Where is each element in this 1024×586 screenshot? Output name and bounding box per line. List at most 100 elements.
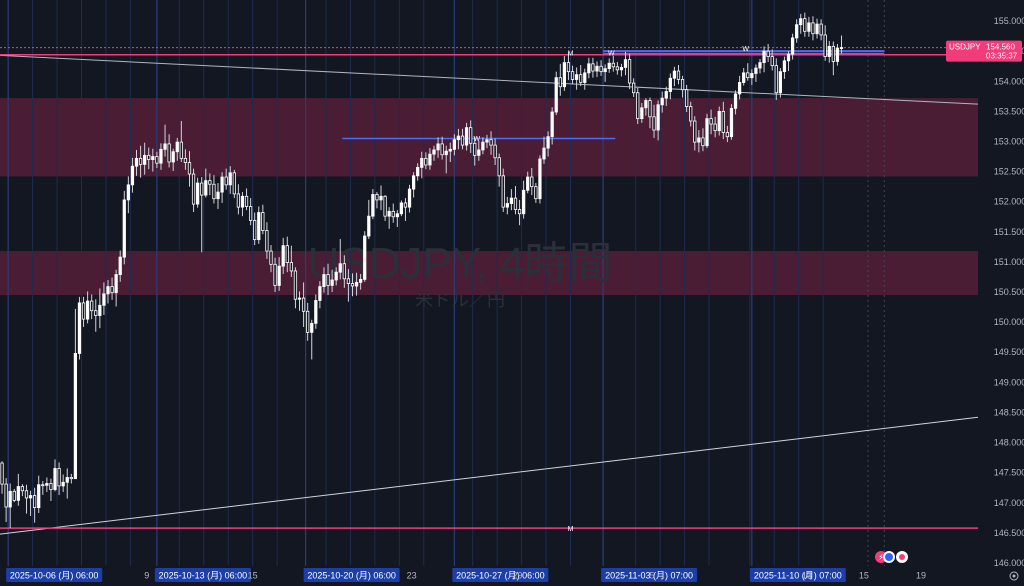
- candle-body: [815, 23, 819, 35]
- candle-body: [375, 194, 379, 201]
- candle-body: [196, 182, 200, 205]
- candle-body: [823, 34, 827, 58]
- candle-body: [232, 172, 236, 195]
- last-price-label: USDJPY 154.560 03:35:37: [946, 40, 1022, 62]
- record-icon[interactable]: [896, 551, 908, 563]
- watermark-subtitle: 米ドル／円: [415, 290, 505, 310]
- candle-body: [497, 157, 501, 177]
- candle-body: [770, 56, 774, 67]
- candle-body: [481, 141, 485, 151]
- candle-body: [554, 77, 558, 113]
- candle-body: [134, 157, 139, 167]
- candle-body: [45, 483, 49, 486]
- candle-body: [208, 180, 212, 185]
- bottom-icons[interactable]: ⚡: [875, 551, 908, 563]
- settings-icon[interactable]: [1009, 571, 1019, 581]
- candle-body: [627, 59, 632, 84]
- candle-body: [456, 135, 461, 141]
- candle-body: [473, 142, 477, 156]
- price-axis[interactable]: 155.500155.000154.500154.000153.500153.0…: [978, 0, 1024, 586]
- time-tick-label: 5: [649, 571, 654, 581]
- candle-body: [248, 206, 253, 221]
- candle-body: [179, 141, 183, 159]
- zones-layer: [0, 98, 978, 296]
- candle-body: [831, 45, 835, 62]
- candle-body: [685, 89, 689, 107]
- time-axis[interactable]: 2025-10-06 (月) 06:00 9 2025-10-13 (月) 06:0…: [0, 566, 978, 586]
- price-tick-label: 146.500: [994, 528, 1024, 538]
- candle-body: [94, 310, 98, 316]
- candle-body: [371, 194, 375, 217]
- candle-body: [640, 107, 644, 120]
- session-lines-layer: [7, 0, 885, 566]
- candle-body: [448, 148, 452, 152]
- time-label: 2025-11-03 (月) 07:00: [605, 571, 693, 581]
- candle-body: [766, 50, 770, 57]
- time-label: 2025-10-27 (月) 06:00: [456, 571, 545, 581]
- candle-body: [526, 176, 530, 191]
- candle-body: [151, 156, 155, 160]
- candle-body: [530, 176, 534, 188]
- price-tick-label: 148.500: [994, 407, 1024, 417]
- candle-body: [587, 63, 591, 74]
- candle-body: [517, 209, 522, 215]
- time-label-box: [6, 568, 103, 582]
- candle-body: [689, 106, 693, 122]
- pattern-marker: M: [568, 50, 574, 57]
- candle-body: [330, 279, 334, 286]
- candle-body: [216, 191, 220, 200]
- candle-body: [729, 107, 734, 138]
- candles-layer: [0, 12, 844, 529]
- pattern-marker: W: [473, 136, 480, 143]
- candle-body: [354, 281, 359, 287]
- candle-body: [827, 45, 831, 58]
- candle-body: [244, 195, 249, 207]
- last-price-value: 154.560: [986, 43, 1015, 52]
- price-tick-label: 148.000: [994, 438, 1024, 448]
- candle-body: [725, 132, 730, 138]
- candle-body: [595, 65, 599, 72]
- candle-body: [90, 300, 94, 312]
- candle-body: [754, 67, 758, 74]
- candle-body: [403, 202, 408, 208]
- candle-body: [407, 188, 412, 208]
- candle-body: [65, 477, 69, 483]
- candle-body: [579, 74, 583, 83]
- candle-body: [228, 172, 232, 186]
- candle-body: [485, 139, 489, 143]
- candle-body: [558, 77, 562, 88]
- candle-body: [583, 72, 587, 83]
- candle-body: [342, 263, 346, 280]
- candle-body: [167, 143, 171, 163]
- price-tick-label: 154.000: [994, 76, 1024, 86]
- candle-body: [326, 274, 330, 286]
- candle-body: [660, 97, 664, 106]
- time-label-box: [154, 568, 251, 582]
- candle-body: [676, 70, 681, 80]
- candle-body: [799, 18, 803, 26]
- candle-body: [489, 139, 493, 146]
- candle-body: [265, 230, 269, 252]
- candle-body: [106, 286, 110, 295]
- candle-body: [782, 60, 787, 73]
- candle-body: [297, 297, 302, 300]
- candle-body: [562, 62, 567, 88]
- time-label: 2025-11-10 (月) 07:00: [754, 571, 842, 581]
- last-price-symbol: USDJPY: [949, 43, 981, 52]
- candle-body: [424, 157, 428, 166]
- candle-body: [130, 165, 135, 186]
- candle-body: [346, 278, 351, 285]
- candle-body: [505, 203, 509, 208]
- time-tick-label: 29: [513, 571, 523, 581]
- candle-body: [122, 199, 126, 258]
- candle-body: [49, 483, 53, 490]
- candle-body: [277, 265, 281, 286]
- candle-body: [143, 154, 147, 165]
- candle-body: [644, 100, 648, 109]
- flag-icon[interactable]: [883, 551, 895, 563]
- candle-body: [110, 286, 114, 294]
- time-tick-label: 13: [802, 571, 812, 581]
- candle-body: [69, 477, 73, 480]
